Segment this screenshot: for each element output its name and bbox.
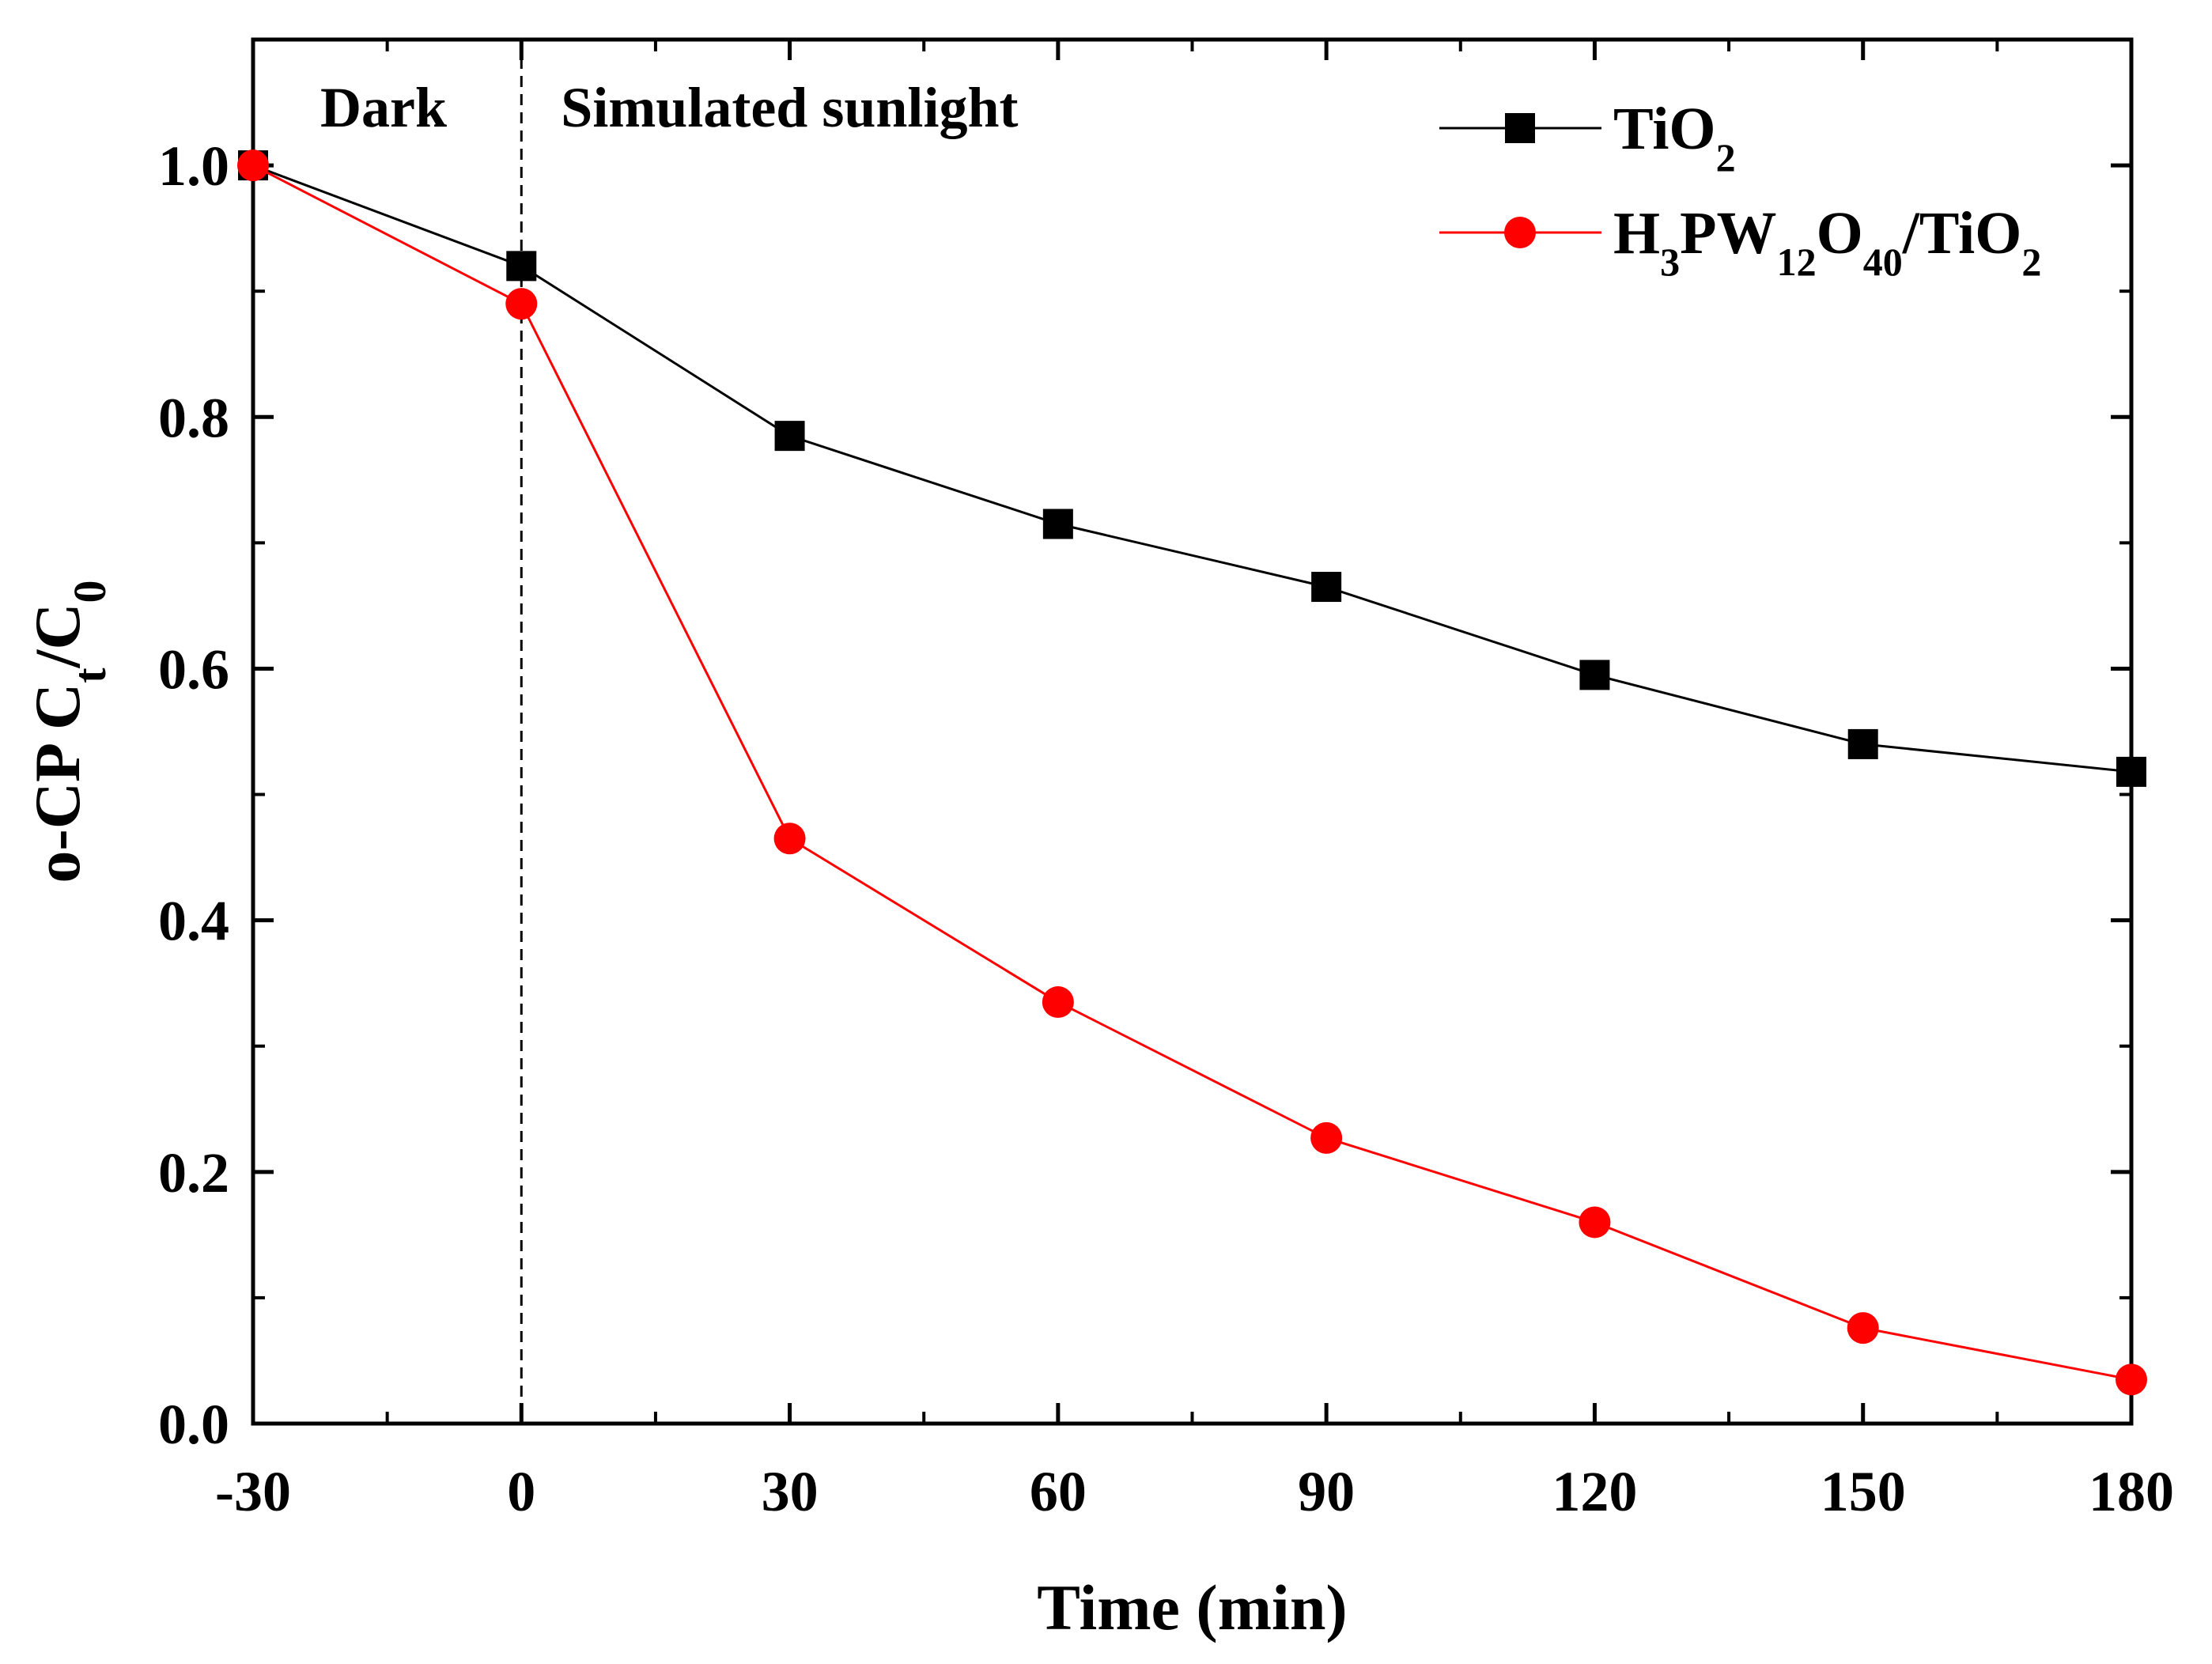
series-layer (237, 149, 2147, 1396)
data-point-circle (773, 823, 806, 855)
data-point-circle (1042, 986, 1074, 1019)
y-tick-label: 0.4 (158, 890, 229, 953)
x-tick-label: 150 (1821, 1460, 1906, 1523)
data-point-square (506, 251, 537, 282)
legend-label-subscript: 40 (1863, 240, 1903, 284)
y-tick-label: 1.0 (158, 134, 229, 198)
data-point-square (2116, 756, 2146, 787)
legend-label-text: TiO (1613, 96, 1716, 162)
x-axis-tick-labels: -30 0 30 60 90 120 150 180 (215, 1460, 2174, 1523)
legend-label: H3PW12O40/TiO2 (1613, 200, 2041, 284)
legend-label-text: H (1613, 200, 1660, 267)
series-line (252, 164, 2132, 1381)
y-axis-title-sub2: 0 (64, 580, 115, 603)
data-point-square (1042, 509, 1073, 539)
legend-label-text: PW (1680, 200, 1776, 267)
x-axis-ticks (251, 40, 2134, 1424)
y-tick-label: 0.0 (158, 1393, 229, 1456)
legend-entry: H3PW12O40/TiO2 (1439, 200, 2041, 284)
series-h3pw12o40-tio2 (237, 149, 2147, 1396)
y-axis-title: o-CP Ct/C0 (21, 580, 115, 883)
data-point-circle (2116, 1363, 2147, 1396)
y-axis-tick-labels: 0.0 0.2 0.4 0.6 0.8 1.0 (158, 134, 229, 1456)
simulated-sunlight-annotation: Simulated sunlight (561, 76, 1018, 139)
x-tick-label: -30 (215, 1460, 291, 1523)
x-tick-label: 60 (1030, 1460, 1087, 1523)
legend-label-text: O (1817, 200, 1863, 267)
data-point-circle (505, 288, 538, 320)
y-tick-label: 0.6 (158, 637, 229, 701)
data-point-circle (1310, 1121, 1343, 1154)
legend-label: TiO2 (1613, 96, 1736, 180)
legend-label-subscript: 2 (1716, 135, 1736, 180)
data-point-circle (237, 149, 269, 182)
data-point-square (1311, 572, 1342, 603)
x-tick-label: 0 (507, 1460, 535, 1523)
y-tick-label: 0.2 (158, 1141, 229, 1205)
x-tick-label: 120 (1552, 1460, 1637, 1523)
legend-label-text: /TiO (1902, 200, 2022, 267)
data-point-square (774, 421, 805, 452)
y-axis-title-prefix: o-CP C (21, 683, 93, 883)
x-tick-label: 180 (2089, 1460, 2174, 1523)
dark-annotation: Dark (320, 76, 447, 139)
legend-marker-circle (1504, 217, 1536, 248)
legend-label-subscript: 12 (1777, 240, 1817, 284)
data-point-circle (1847, 1312, 1879, 1344)
series-line (252, 164, 2132, 773)
x-axis-title: Time (min) (1037, 1571, 1348, 1643)
y-axis-title-mid: /C (21, 603, 93, 668)
data-point-square (1847, 728, 1878, 759)
legend-label-subscript: 2 (2021, 240, 2041, 284)
y-tick-label: 0.8 (158, 386, 229, 449)
legend-entry: TiO2 (1439, 96, 1736, 180)
x-tick-label: 90 (1298, 1460, 1355, 1523)
data-point-circle (1579, 1206, 1611, 1239)
legend-marker-square (1505, 113, 1535, 143)
data-point-square (1579, 660, 1610, 690)
legend-label-subscript: 3 (1660, 240, 1680, 284)
x-tick-label: 30 (762, 1460, 819, 1523)
y-axis-title-sub1: t (64, 667, 115, 683)
